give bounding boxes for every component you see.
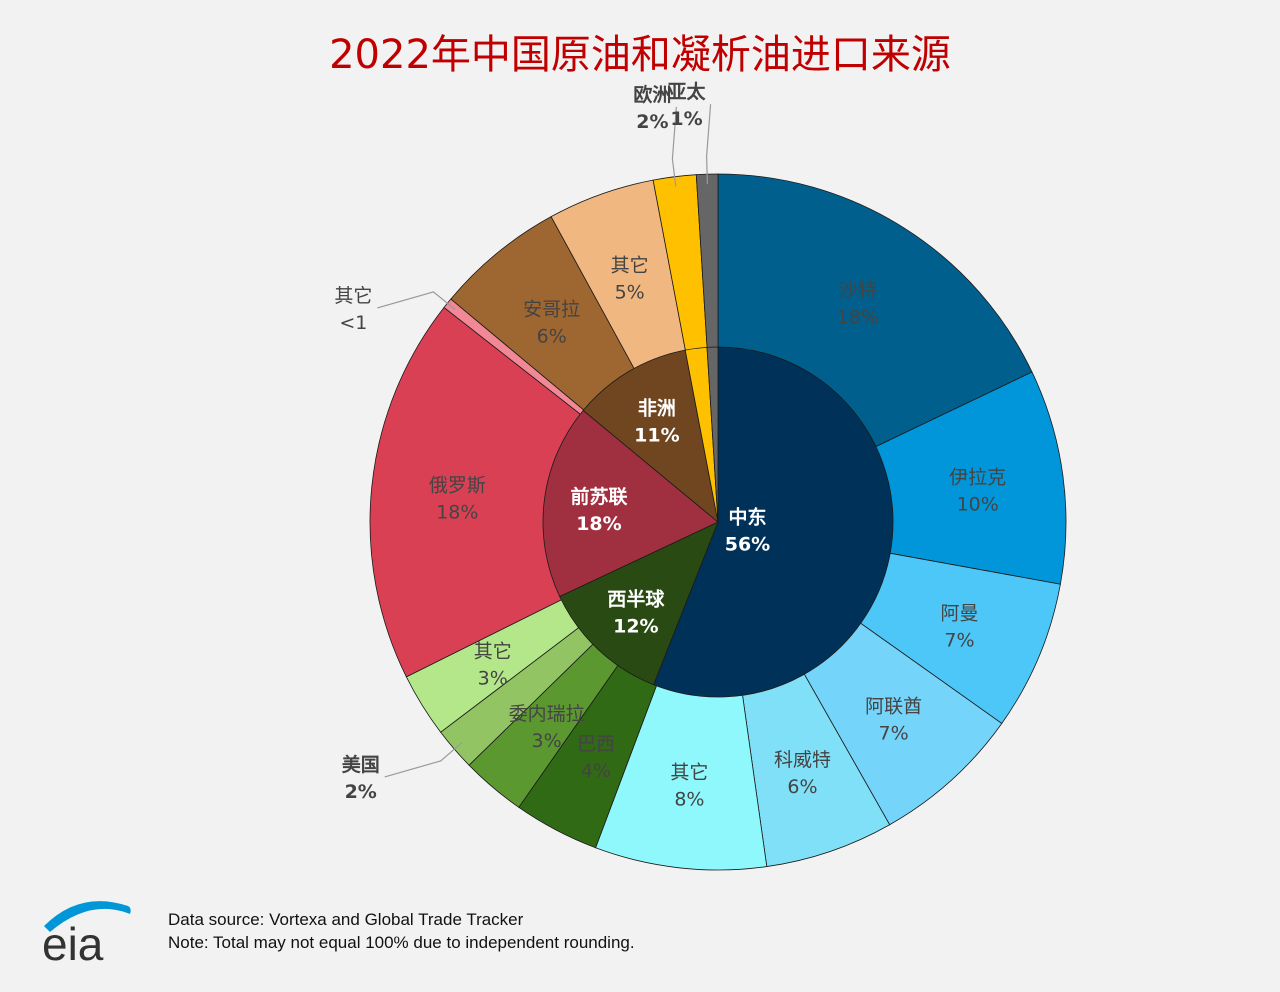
- outer-label-15-line-0: 亚太: [668, 80, 707, 103]
- donut-chart: 中东 56%西半球 12%前苏联 18%非洲 11%沙特 18%伊拉克 10%阿曼 7%阿联酋…: [334, 80, 1067, 871]
- outer-label-3-line-0: 阿联酋: [865, 695, 922, 717]
- leader-line-14: [671, 106, 677, 187]
- inner-label-2-line-0: 前苏联: [570, 485, 627, 508]
- outer-label-12: 安哥拉 6%: [523, 299, 580, 348]
- inner-slice-2: [542, 409, 719, 598]
- outer-label-0: 沙特 18%: [837, 279, 879, 328]
- outer-label-5-line-0: 其它: [670, 761, 708, 783]
- outer-label-6-line-0: 巴西: [577, 733, 615, 755]
- outer-label-14-line-0: 欧洲: [633, 83, 671, 106]
- outer-label-6: 巴西 4%: [577, 733, 615, 782]
- source-note: Data source: Vortexa and Global Trade Tr…: [168, 908, 635, 954]
- outer-label-8: 美国 2%: [342, 753, 380, 803]
- outer-label-5: 其它 8%: [670, 761, 708, 810]
- outer-label-1-line-1: 10%: [957, 493, 999, 515]
- outer-label-13-line-0: 其它: [611, 254, 649, 276]
- outer-label-3-line-1: 7%: [879, 722, 909, 744]
- inner-label-0: 中东 56%: [725, 506, 770, 556]
- outer-label-7-line-0: 委内瑞拉: [509, 703, 585, 725]
- outer-label-9-line-1: 3%: [478, 668, 508, 690]
- outer-label-4-line-1: 6%: [787, 776, 817, 798]
- outer-label-9-line-0: 其它: [474, 641, 512, 663]
- inner-label-3-line-0: 非洲: [638, 398, 676, 420]
- outer-slice-10: [369, 306, 719, 678]
- outer-label-1: 伊拉克 10%: [949, 466, 1006, 515]
- outer-label-14-line-1: 2%: [636, 111, 668, 133]
- outer-label-13-line-1: 5%: [615, 281, 645, 303]
- outer-label-15: 亚太 1%: [668, 80, 707, 130]
- outer-label-14: 欧洲 2%: [633, 83, 671, 133]
- outer-label-12-line-1: 6%: [537, 326, 567, 348]
- outer-label-3: 阿联酋 7%: [865, 695, 922, 744]
- inner-label-3-line-1: 11%: [634, 425, 679, 447]
- inner-slice-1: [559, 521, 719, 686]
- outer-label-10-line-1: 18%: [436, 501, 478, 523]
- outer-label-2: 阿曼 7%: [940, 603, 978, 652]
- inner-slice-3: [582, 349, 719, 524]
- outer-label-15-line-1: 1%: [670, 108, 702, 130]
- inner-label-2: 前苏联 18%: [570, 485, 627, 535]
- outer-label-6-line-1: 4%: [581, 760, 611, 782]
- inner-label-1: 西半球 12%: [607, 587, 665, 637]
- outer-label-2-line-1: 7%: [944, 630, 974, 652]
- outer-label-4-line-0: 科威特: [774, 749, 831, 771]
- outer-label-13: 其它 5%: [611, 254, 649, 303]
- eia-logo-text: eia: [42, 918, 104, 968]
- outer-label-9: 其它 3%: [474, 641, 512, 690]
- data-source-text: Data source: Vortexa and Global Trade Tr…: [168, 910, 524, 929]
- outer-label-12-line-0: 安哥拉: [523, 299, 580, 321]
- outer-label-4: 科威特 6%: [774, 749, 831, 798]
- outer-label-10: 俄罗斯 18%: [429, 474, 486, 523]
- outer-label-2-line-0: 阿曼: [940, 603, 978, 625]
- outer-label-8-line-0: 美国: [342, 753, 380, 776]
- rounding-note-text: Note: Total may not equal 100% due to in…: [168, 933, 635, 952]
- inner-label-0-line-0: 中东: [728, 506, 766, 529]
- leader-line-11: [377, 291, 456, 310]
- inner-slice-0: [653, 346, 894, 698]
- outer-label-1-line-0: 伊拉克: [949, 466, 1006, 488]
- outer-label-10-line-0: 俄罗斯: [429, 474, 486, 496]
- chart-title: 2022年中国原油和凝析油进口来源: [329, 32, 951, 78]
- outer-label-11-line-0: 其它: [334, 285, 372, 307]
- leader-line-8: [384, 742, 463, 778]
- inner-label-3: 非洲 11%: [634, 398, 679, 447]
- inner-label-1-line-1: 12%: [613, 615, 658, 637]
- eia-logo-arc: [44, 901, 131, 932]
- outer-label-0-line-1: 18%: [837, 306, 879, 328]
- outer-label-7: 委内瑞拉 3%: [509, 703, 585, 752]
- outer-label-0-line-0: 沙特: [839, 279, 877, 301]
- outer-label-11-line-1: <1: [339, 312, 367, 334]
- eia-logo: eia: [42, 901, 131, 968]
- outer-label-8-line-1: 2%: [345, 781, 377, 803]
- outer-label-11: 其它 <1: [334, 285, 372, 334]
- inner-slice-5: [706, 346, 719, 523]
- outer-label-5-line-1: 8%: [674, 788, 704, 810]
- leader-line-15: [705, 104, 712, 185]
- inner-label-2-line-1: 18%: [576, 513, 621, 535]
- inner-ring: [542, 346, 894, 698]
- inner-label-1-line-0: 西半球: [607, 587, 665, 610]
- outer-label-7-line-1: 3%: [532, 730, 562, 752]
- inner-label-0-line-1: 56%: [725, 534, 770, 556]
